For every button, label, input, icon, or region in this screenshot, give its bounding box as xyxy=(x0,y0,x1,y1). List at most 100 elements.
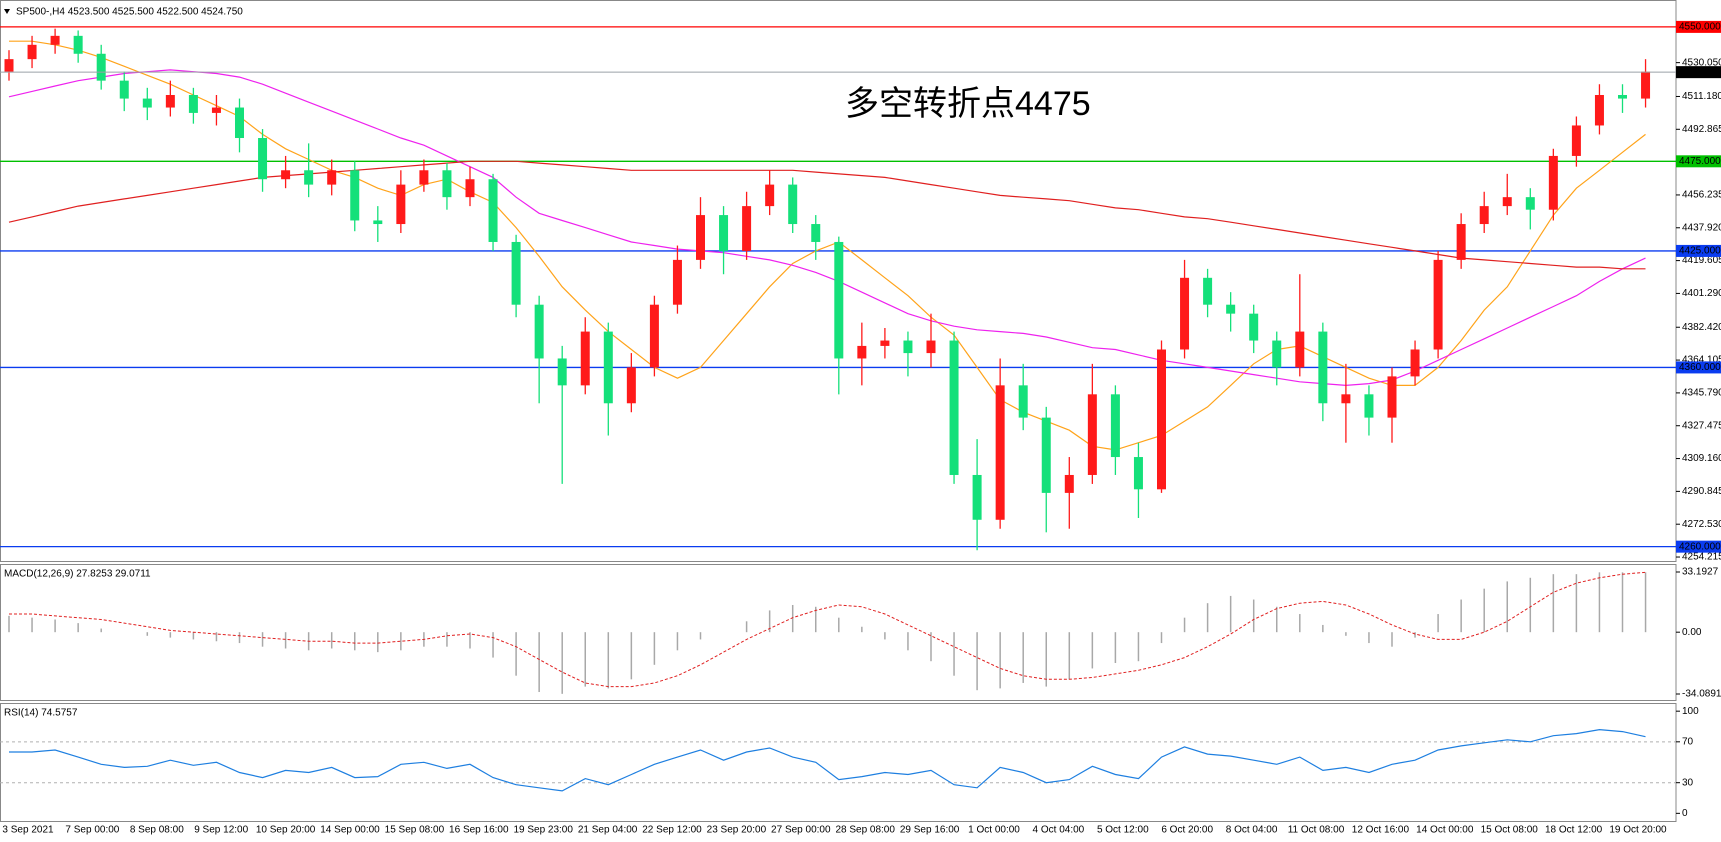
level-label: 4260.000 xyxy=(1679,541,1721,552)
candle-body xyxy=(511,241,521,305)
x-tick-label: 28 Sep 08:00 xyxy=(835,825,895,836)
candle-body xyxy=(165,94,175,108)
candle-body xyxy=(903,340,913,354)
x-tick-label: 5 Oct 12:00 xyxy=(1097,825,1149,836)
candle-body xyxy=(1548,155,1558,210)
candle-body xyxy=(1341,394,1351,404)
candle-body xyxy=(1272,340,1282,368)
x-tick-label: 9 Sep 12:00 xyxy=(194,825,248,836)
candle-body xyxy=(373,220,383,225)
y-tick-label: 0 xyxy=(1682,808,1688,819)
x-tick-label: 18 Oct 12:00 xyxy=(1545,825,1603,836)
candle-body xyxy=(73,35,83,54)
x-tick-label: 8 Sep 08:00 xyxy=(130,825,184,836)
panel-title: MACD(12,26,9) 27.8253 29.0711 xyxy=(4,569,151,580)
candle-body xyxy=(580,331,590,386)
candle-body xyxy=(142,98,152,108)
candle-body xyxy=(949,340,959,475)
current-price-label: 4524.750 xyxy=(1679,67,1721,78)
moving-average xyxy=(8,69,1646,387)
candle-body xyxy=(995,385,1005,520)
y-tick-label: 30 xyxy=(1682,777,1694,788)
y-tick-label: 4382.420 xyxy=(1682,322,1721,333)
candle-body xyxy=(465,179,475,198)
y-tick-label: 4254.215 xyxy=(1682,552,1721,563)
x-tick-label: 29 Sep 16:00 xyxy=(900,825,960,836)
candle-body xyxy=(1041,417,1051,493)
x-tick-label: 12 Oct 16:00 xyxy=(1352,825,1410,836)
signal-line xyxy=(9,571,1646,688)
level-tag xyxy=(1676,540,1721,553)
y-tick-label: 70 xyxy=(1682,736,1694,747)
level-tag xyxy=(1676,361,1721,374)
candle-body xyxy=(742,206,752,251)
x-tick-label: 7 Sep 00:00 xyxy=(65,825,119,836)
panel-title: RSI(14) 74.5757 xyxy=(4,708,78,719)
candle-body xyxy=(1226,304,1236,314)
y-tick-label: 100 xyxy=(1682,706,1699,717)
candle-body xyxy=(811,224,821,242)
candle-body xyxy=(188,94,198,113)
rsi-line xyxy=(9,728,1646,792)
annotation: 多空转折点4475 xyxy=(845,85,1091,123)
x-tick-label: 16 Sep 16:00 xyxy=(449,825,509,836)
y-tick-label: 4309.160 xyxy=(1682,453,1721,464)
x-tick-label: 8 Oct 04:00 xyxy=(1226,825,1278,836)
candle-body xyxy=(419,170,429,185)
candle-body xyxy=(27,44,37,60)
y-tick-label: 4456.235 xyxy=(1682,190,1721,201)
candle-body xyxy=(765,184,775,207)
y-tick-label: 0.00 xyxy=(1682,627,1702,638)
candle-body xyxy=(258,138,268,180)
candle-body xyxy=(1318,331,1328,404)
candle-body xyxy=(4,59,14,72)
candle-body xyxy=(972,474,982,520)
y-tick-label: 4530.050 xyxy=(1682,57,1721,68)
candle-body xyxy=(603,331,613,404)
level-label: 4475.000 xyxy=(1679,156,1721,167)
menu-arrow[interactable] xyxy=(4,9,10,14)
x-tick-label: 6 Oct 20:00 xyxy=(1161,825,1213,836)
candle-body xyxy=(534,304,544,359)
candle-body xyxy=(1618,94,1627,99)
candle-body xyxy=(926,340,936,354)
x-tick-label: 15 Sep 08:00 xyxy=(385,825,445,836)
candle-body xyxy=(1525,197,1535,210)
candle-body xyxy=(1456,224,1466,260)
x-tick-label: 15 Oct 08:00 xyxy=(1481,825,1539,836)
candle-body xyxy=(649,304,659,368)
y-tick-label: 4364.105 xyxy=(1682,355,1721,366)
y-tick-label: 4401.290 xyxy=(1682,288,1721,299)
y-tick-label: 4327.475 xyxy=(1682,420,1721,431)
current-price-tag xyxy=(1676,66,1721,79)
x-tick-label: 23 Sep 20:00 xyxy=(707,825,767,836)
x-tick-label: 19 Sep 23:00 xyxy=(513,825,573,836)
candle-body xyxy=(1087,394,1097,475)
x-tick-label: 1 Oct 00:00 xyxy=(968,825,1020,836)
candle-body xyxy=(1571,125,1581,156)
y-tick-label: 33.1927 xyxy=(1682,567,1719,578)
candle-body xyxy=(672,259,682,305)
y-tick-label: 4511.180 xyxy=(1682,91,1721,102)
y-tick-label: 4345.790 xyxy=(1682,388,1721,399)
candle-body xyxy=(1387,376,1397,418)
chart-title: SP500-,H4 4523.500 4525.500 4522.500 452… xyxy=(16,7,243,18)
panel-frame xyxy=(0,703,1677,822)
candle-body xyxy=(1410,349,1420,377)
x-tick-label: 27 Sep 00:00 xyxy=(771,825,831,836)
level-tag xyxy=(1676,155,1721,168)
x-tick-label: 4 Oct 04:00 xyxy=(1033,825,1085,836)
candle-body xyxy=(788,184,798,225)
candle-body xyxy=(1641,71,1651,99)
y-tick-label: 4272.530 xyxy=(1682,519,1721,530)
candle-body xyxy=(327,170,337,185)
candle-body xyxy=(1064,474,1074,493)
candle-body xyxy=(1433,259,1443,350)
candle-body xyxy=(396,184,406,225)
x-tick-label: 14 Sep 00:00 xyxy=(320,825,380,836)
candle-body xyxy=(696,215,705,260)
candle-body xyxy=(1249,313,1259,341)
